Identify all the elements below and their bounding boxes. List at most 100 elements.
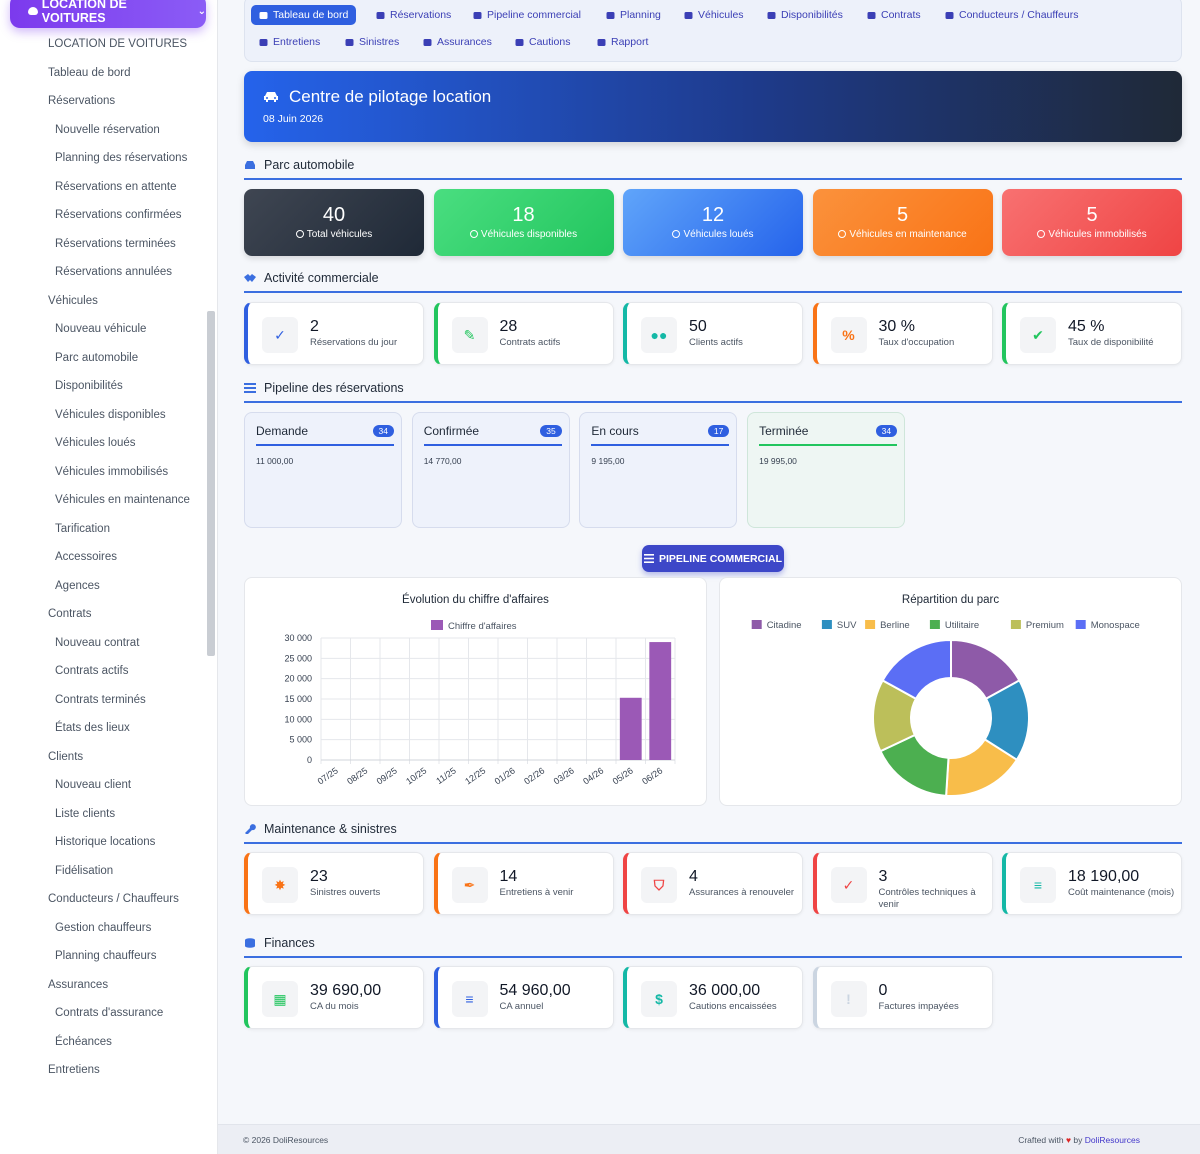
donut-slice-monospace[interactable] [881,638,952,701]
sidebar-item-liste-clients[interactable]: Liste clients [55,807,116,820]
stat-card-factures-impayees[interactable]: ! 0 Factures impayées [812,966,993,1029]
sidebar-item-contrats[interactable]: Contrats [48,608,92,620]
sidebar-item-echeances[interactable]: Échéances [55,1035,112,1048]
fleet-card-label: Véhicules loués [683,229,754,240]
nav-tab-disponibilites[interactable]: Disponibilités [767,5,843,25]
sidebar-item-contrats-actifs[interactable]: Contrats actifs [55,665,129,677]
sidebar-item-vehicules-en-maintenance[interactable]: Véhicules en maintenance [55,494,190,506]
sidebar-item-historique-locations[interactable]: Historique locations [55,836,156,848]
nav-tab-pipeline-commercial[interactable]: Pipeline commercial [473,5,581,25]
sidebar-item-contrats-termines[interactable]: Contrats terminés [55,693,146,706]
sidebar-item-clients[interactable]: Clients [48,750,84,763]
nav-tab-tableau-de-bord[interactable]: Tableau de bord [251,5,357,25]
nav-tab-label: Assurances [437,36,492,48]
sidebar-item-vehicules[interactable]: Véhicules [48,294,98,307]
revenue-chart-panel: Évolution du chiffre d'affaires Chiffre … [244,577,707,806]
sidebar-item-nouvelle-reservation[interactable]: Nouvelle réservation [55,123,160,136]
sidebar-item-assurances[interactable]: Assurances [48,978,109,991]
fleet-card-label-row: Véhicules disponibles [434,229,614,240]
pipeline-column-en-cours[interactable]: En cours 17 9 195,00 [579,412,738,528]
chart-legend: Chiffre d'affaires [431,620,517,632]
sidebar-item-tableau-de-bord[interactable]: Tableau de bord [48,66,131,79]
fleet-card-vehicules-immobilises[interactable]: 5 Véhicules immobilisés [1002,189,1182,256]
footer-brand-link[interactable]: DoliResources [1084,1135,1140,1145]
sidebar-scrollbar[interactable] [207,311,215,656]
stat-card-entretiens-a-venir[interactable]: ✒ 14 Entretiens à venir [433,852,614,915]
nav-tab-assurances[interactable]: Assurances [423,32,492,52]
sidebar-item-contrats-d-assurance[interactable]: Contrats d'assurance [55,1007,164,1019]
stat-card-assurances-a-renouveler[interactable]: ⛉ 4 Assurances à renouveler [623,852,803,915]
nav-tab-sinistres[interactable]: Sinistres [345,32,399,52]
stat-card-controles-techniques-a-venir[interactable]: ✓ 3 Contrôles techniques à venir [812,852,993,915]
sidebar-item-agences[interactable]: Agences [55,579,100,592]
sidebar-item-fidelisation[interactable]: Fidélisation [55,864,114,877]
legend-item-utilitaire[interactable]: Utilitaire [929,620,979,631]
nav-tab-vehicules[interactable]: Véhicules [684,5,744,25]
bar-06-26[interactable] [649,642,672,760]
stat-card-taux-d-occupation[interactable]: % 30 % Taux d'occupation [812,302,993,365]
sidebar-item-etats-des-lieux[interactable]: États des lieux [55,722,130,734]
pipeline-column-demande[interactable]: Demande 34 11 000,00 [244,412,402,528]
pipeline-count-badge: 17 [707,425,730,437]
stat-card-contrats-actifs[interactable]: ✎ 28 Contrats actifs [433,302,614,365]
pipeline-commercial-button[interactable]: PIPELINE COMMERCIAL [642,545,784,572]
sidebar-item-nouveau-contrat[interactable]: Nouveau contrat [55,636,140,649]
sidebar-item-reservations-confirmees[interactable]: Réservations confirmées [55,209,182,221]
legend-item-premium[interactable]: Premium [1010,620,1064,631]
fleet-card-total-vehicules[interactable]: 40 Total véhicules [244,189,424,256]
sidebar-item-nouveau-vehicule[interactable]: Nouveau véhicule [55,323,147,335]
sidebar-item-vehicules-immobilises[interactable]: Véhicules immobilisés [55,465,169,478]
fleet-card-vehicules-loues[interactable]: 12 Véhicules loués [623,189,803,256]
sidebar-item-reservations-annulees[interactable]: Réservations annulées [55,266,172,278]
sidebar-item-reservations[interactable]: Réservations [48,95,116,107]
sidebar-item-disponibilites[interactable]: Disponibilités [55,380,123,392]
legend-item-berline[interactable]: Berline [865,620,910,631]
nav-tab-reservations[interactable]: Réservations [376,5,451,25]
nav-tab-planning[interactable]: Planning [606,5,661,25]
x-tick-label: 05/26 [611,765,635,786]
nav-tab-conducteurs-chauffeurs[interactable]: Conducteurs / Chauffeurs [945,5,1078,25]
sidebar-item-tarification[interactable]: Tarification [55,522,110,535]
fleet-card-value: 5 [896,204,909,226]
stat-card-clients-actifs[interactable]: ●● 50 Clients actifs [623,302,803,365]
fleet-distribution-panel: Répartition du parc Citadine SUV Berline Ut… [719,577,1182,806]
sidebar-item-gestion-chauffeurs[interactable]: Gestion chauffeurs [55,921,152,934]
pipeline-column-terminee[interactable]: Terminée 34 19 995,00 [747,412,906,528]
sidebar-item-entretiens[interactable]: Entretiens [48,1064,100,1076]
stat-card-reservations-du-jour[interactable]: ✓ 2 Réservations du jour [244,302,424,365]
legend-swatch [865,620,876,629]
sidebar-item-parc-automobile[interactable]: Parc automobile [55,351,139,364]
sidebar-item-accessoires[interactable]: Accessoires [55,551,117,563]
fleet-card-vehicules-disponibles[interactable]: 18 Véhicules disponibles [433,189,614,256]
sidebar-item-reservations-en-attente[interactable]: Réservations en attente [55,180,177,193]
sidebar-item-vehicules-disponibles[interactable]: Véhicules disponibles [55,408,166,421]
sidebar-item-reservations-terminees[interactable]: Réservations terminées [55,237,176,250]
stat-card-ca-du-mois[interactable]: ▦ 39 690,00 CA du mois [244,966,424,1029]
sidebar-item-planning-des-reservations[interactable]: Planning des réservations [55,152,188,164]
nav-tab-rapport[interactable]: Rapport [597,32,648,52]
legend-item-citadine[interactable]: Citadine [751,620,802,631]
stat-card-cout-maintenance-mois[interactable]: ≡ 18 190,00 Coût maintenance (mois) [1002,852,1182,915]
stat-card-sinistres-ouverts[interactable]: ✸ 23 Sinistres ouverts [244,852,424,915]
module-menu-button[interactable]: LOCATION DE VOITURES ⌄ [10,0,206,28]
nav-tab-entretiens[interactable]: Entretiens [259,32,320,52]
sidebar-item-planning-chauffeurs[interactable]: Planning chauffeurs [55,950,157,962]
dashboard-header: Centre de pilotage location 08 Juin 2026 [244,71,1182,142]
fleet-card-vehicules-en-maintenance[interactable]: 5 Véhicules en maintenance [812,189,993,256]
sidebar-item-vehicules-loues[interactable]: Véhicules loués [55,437,136,449]
sidebar-item-nouveau-client[interactable]: Nouveau client [55,779,132,791]
banknote-icon: $ [655,991,663,1007]
nav-tab-contrats[interactable]: Contrats [867,5,921,25]
pipeline-column-confirmee[interactable]: Confirmée 35 14 770,00 [411,412,570,528]
nav-tab-cautions[interactable]: Cautions [515,32,570,52]
fleet-card-label: Véhicules disponibles [480,229,578,240]
legend-item-suv[interactable]: SUV [821,620,857,631]
sidebar-item-conducteurs-chauffeurs[interactable]: Conducteurs / Chauffeurs [48,893,179,905]
legend-label: Chiffre d'affaires [448,621,517,632]
stat-card-taux-de-disponibilite[interactable]: ✔ 45 % Taux de disponibilité [1002,302,1182,365]
legend-item-monospace[interactable]: Monospace [1075,620,1140,631]
stat-card-ca-annuel[interactable]: ≡ 54 960,00 CA annuel [433,966,614,1029]
sidebar-item-location-de-voitures[interactable]: LOCATION DE VOITURES [48,38,188,50]
stat-card-cautions-encaissees[interactable]: $36 000,00 Cautions encaissées [623,966,803,1029]
bar-05-26[interactable] [619,697,642,760]
